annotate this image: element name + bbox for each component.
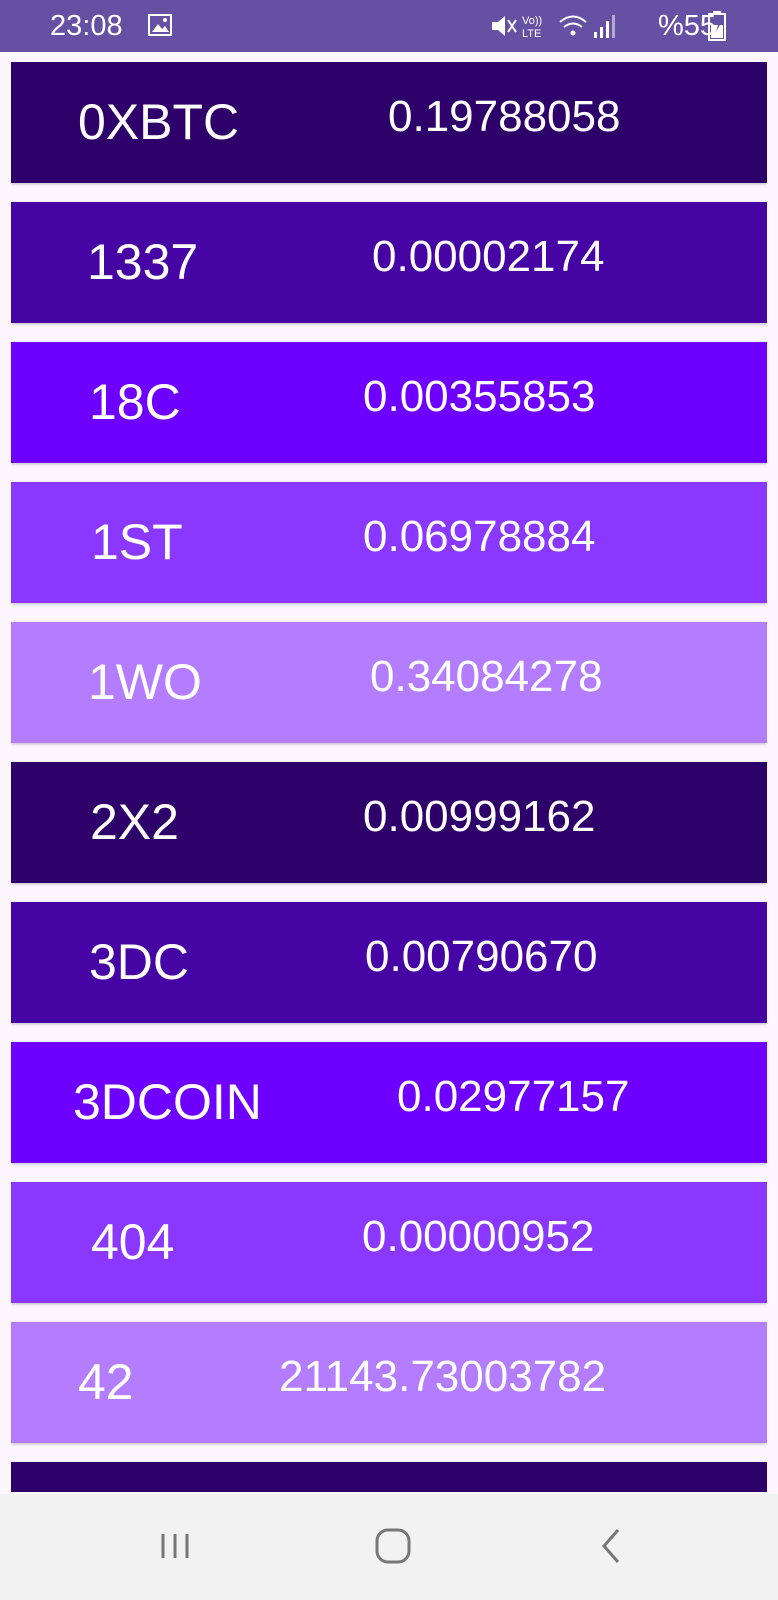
coin-name: 1337 [87,234,199,290]
coin-name: 42 [78,1354,134,1410]
image-icon [148,14,172,36]
coin-price: 0.02977157 [397,1072,630,1121]
status-time: 23:08 [50,10,123,42]
coin-list[interactable]: 0XBTC 0.19788058 1337 0.00002174 18C 0.003558… [11,62,767,1492]
coin-name: 18C [89,374,181,430]
coin-price: 0.00000952 [362,1212,595,1261]
coin-name: 3DC [89,934,190,990]
list-item[interactable]: 3DC 0.00790670 [11,902,767,1023]
list-item[interactable]: 42 21143.73003782 [11,1322,767,1443]
status-bar: 23:08 Vo)) LTE %55 [0,0,778,52]
coin-price: 0.00790670 [365,932,598,981]
list-item[interactable]: 18C 0.00355853 [11,342,767,463]
home-icon[interactable] [368,1524,418,1568]
coin-price: 0.19788058 [388,92,621,141]
coin-name: 3DCOIN [73,1074,262,1130]
status-icons: Vo)) LTE [492,15,615,40]
signal-icon [594,15,615,38]
battery-icon [708,11,726,41]
svg-text:LTE: LTE [522,28,541,40]
volte-icon: Vo)) LTE [522,15,542,40]
coin-price: 0.06978884 [363,512,596,561]
coin-price: 0.00355853 [363,372,596,421]
list-item[interactable]: 404 0.00000952 [11,1182,767,1303]
list-item[interactable]: 1WO 0.34084278 [11,622,767,743]
coin-price: 0.34084278 [370,652,603,701]
list-item[interactable] [11,1462,767,1492]
coin-name: 1WO [88,654,202,710]
back-icon[interactable] [586,1524,636,1568]
list-item[interactable]: 1ST 0.06978884 [11,482,767,603]
coin-price: 0.00999162 [363,792,596,841]
list-item[interactable]: 1337 0.00002174 [11,202,767,323]
battery-percent: %55 [657,10,716,42]
navigation-bar [0,1494,778,1600]
list-item[interactable]: 0XBTC 0.19788058 [11,62,767,183]
coin-name: 1ST [91,514,183,570]
coin-name: 0XBTC [78,94,240,150]
wifi-icon [559,15,587,36]
recent-apps-icon[interactable] [150,1524,200,1568]
coin-price: 21143.73003782 [279,1352,607,1401]
coin-name: 2X2 [90,794,179,850]
coin-price: 0.00002174 [372,232,605,281]
svg-text:Vo)): Vo)) [522,15,542,27]
list-item[interactable]: 2X2 0.00999162 [11,762,767,883]
list-item[interactable]: 3DCOIN 0.02977157 [11,1042,767,1163]
mute-icon [492,16,517,36]
coin-name: 404 [91,1214,175,1270]
